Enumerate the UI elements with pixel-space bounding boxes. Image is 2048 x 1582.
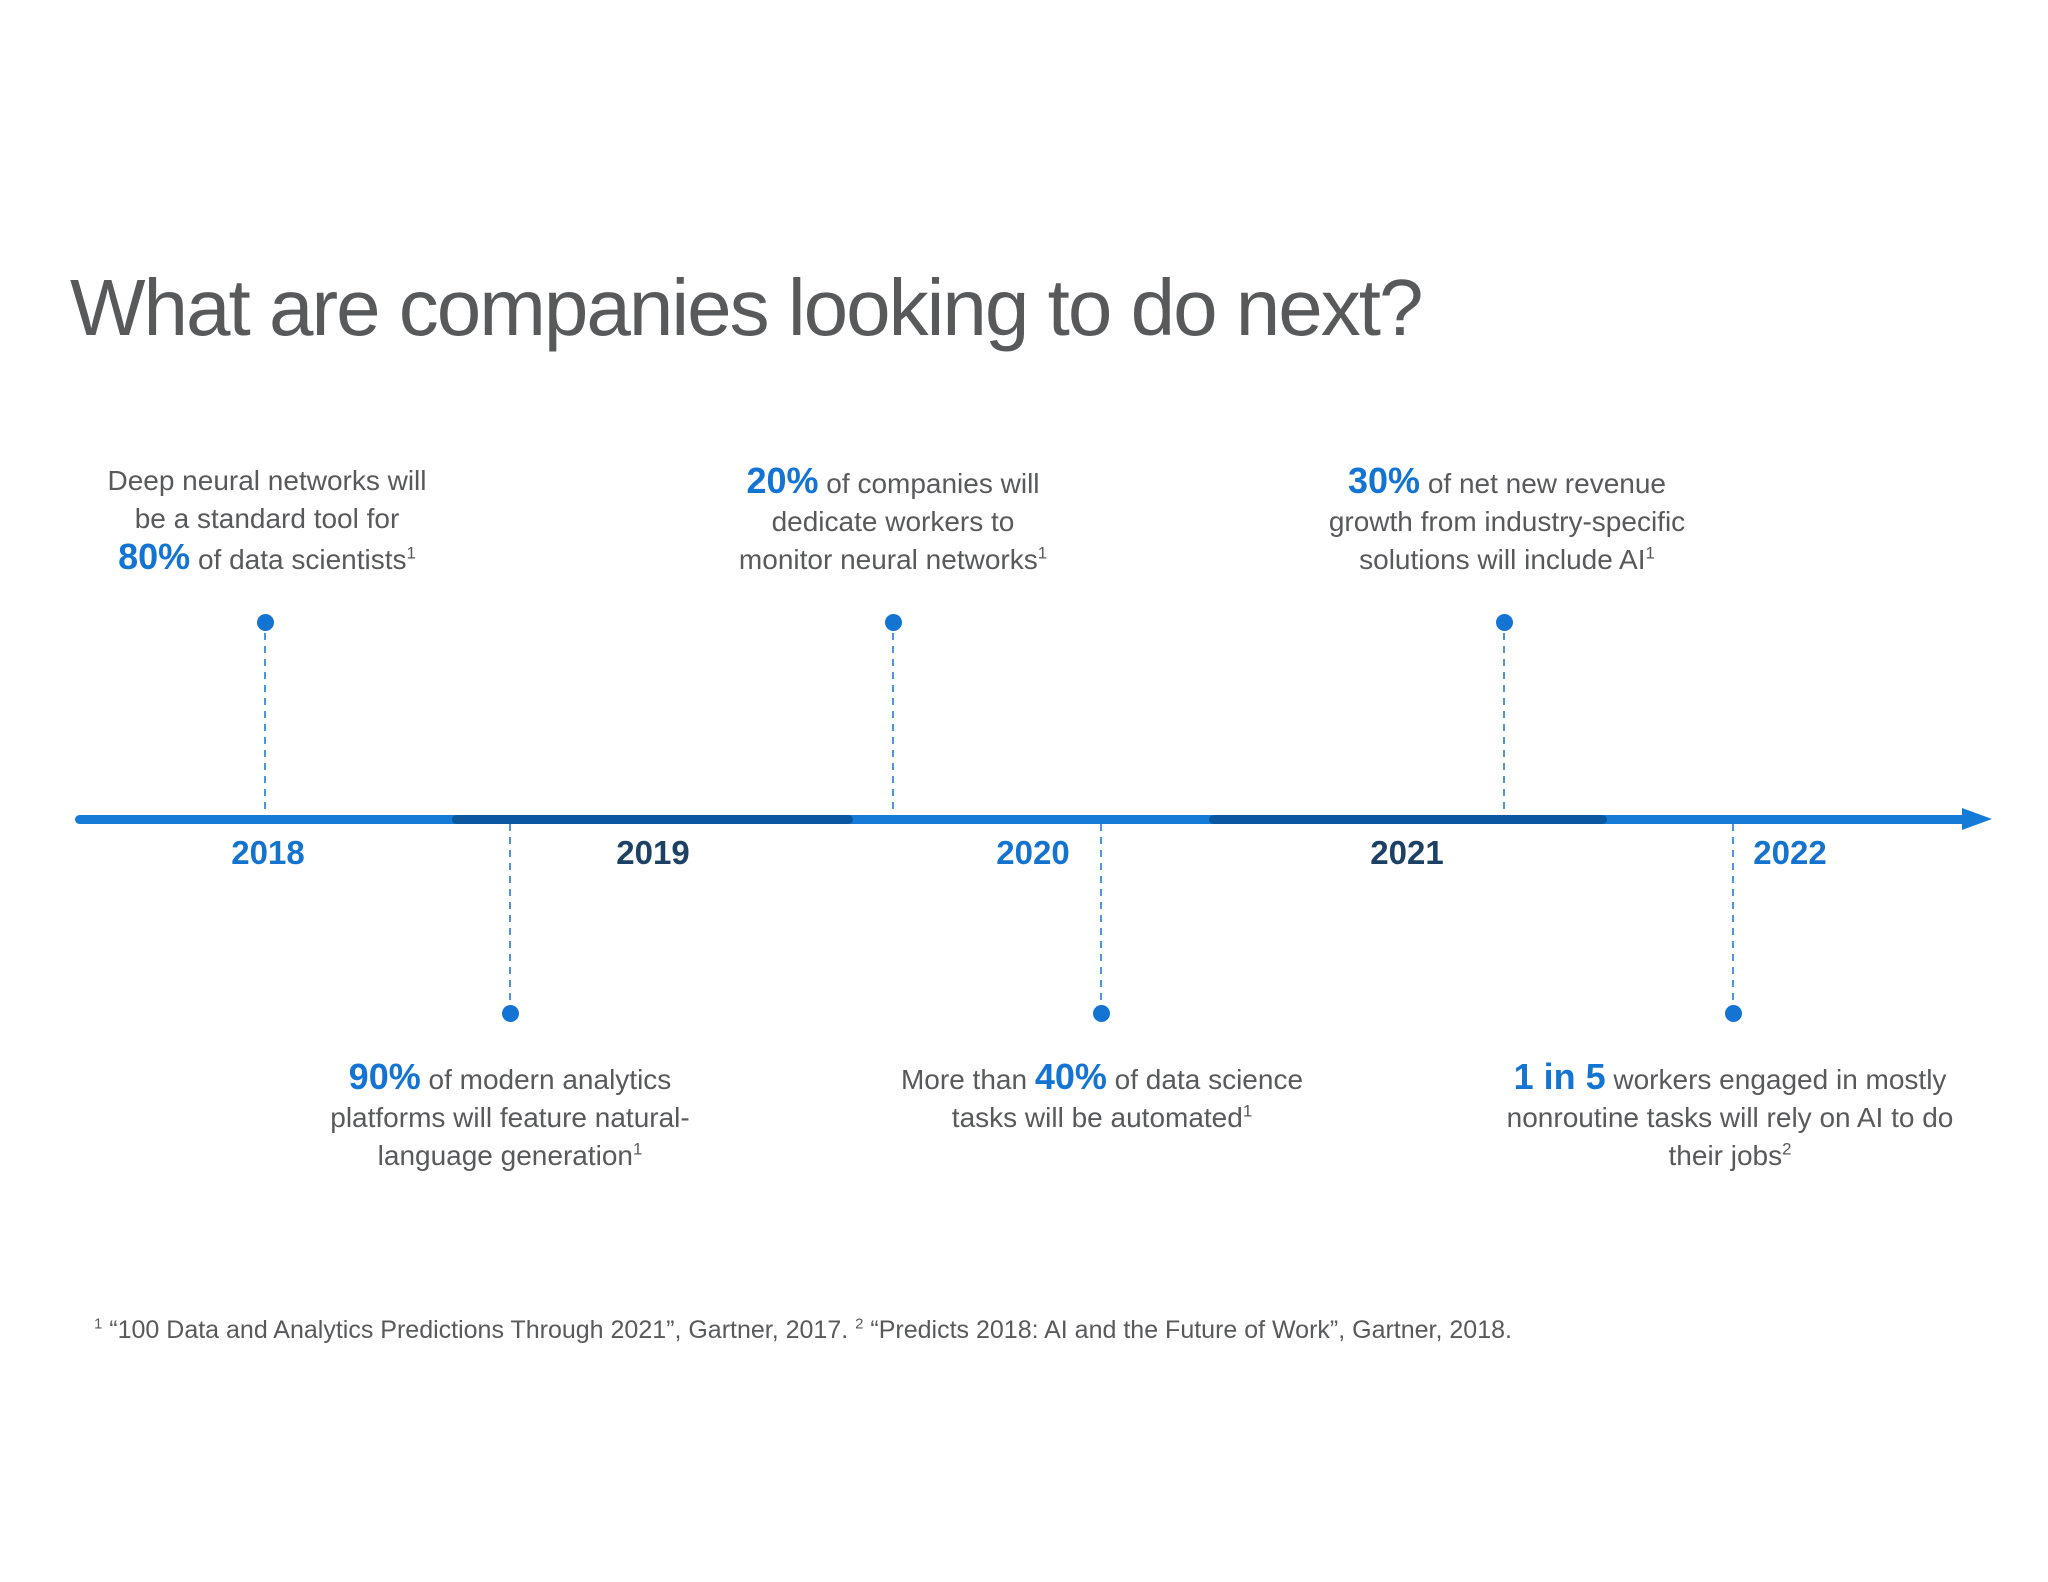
year-label-2020: 2020 (996, 834, 1070, 871)
prediction-analytics-platforms: 90% of modern analytics platforms will f… (330, 1056, 690, 1172)
year-label-2019: 2019 (616, 834, 690, 871)
timeline-dot-2019-bottom (502, 1005, 519, 1022)
timeline-segment-2018 (75, 815, 460, 824)
connector-line-2018 (264, 633, 266, 815)
prediction-tasks-automated: More than 40% of data science tasks will… (900, 1056, 1304, 1134)
connector-line-2021-top (1503, 633, 1505, 815)
year-label-2022: 2022 (1753, 834, 1827, 871)
timeline-dot-2020-bottom (1093, 1005, 1110, 1022)
timeline-arrow-icon (1962, 808, 1992, 830)
timeline-segment-2021 (1209, 815, 1607, 824)
timeline-dot-2020-top (885, 614, 902, 631)
timeline-dot-2022-bottom (1725, 1005, 1742, 1022)
timeline-segment-2022 (1599, 815, 1965, 824)
prediction-net-new-revenue: 30% of net new revenue growth from indus… (1328, 460, 1686, 576)
connector-line-2022-bottom (1732, 824, 1734, 1003)
source-footnote: 1 “100 Data and Analytics Predictions Th… (94, 1315, 1512, 1344)
prediction-deep-neural-networks: Deep neural networks will be a standard … (107, 465, 427, 577)
connector-line-2019-bottom (509, 824, 511, 1003)
prediction-workers-rely-on-ai: 1 in 5 workers engaged in mostly nonrout… (1506, 1056, 1954, 1172)
timeline-segment-2020 (845, 815, 1217, 824)
timeline-dot-2021-top (1496, 614, 1513, 631)
timeline-segment-2019 (452, 815, 853, 824)
year-label-2021: 2021 (1370, 834, 1444, 871)
slide-title: What are companies looking to do next? (70, 263, 1423, 352)
timeline-dot-2018 (257, 614, 274, 631)
connector-line-2020-top (892, 633, 894, 815)
prediction-dedicated-workers: 20% of companies will dedicate workers t… (738, 460, 1048, 576)
year-label-2018: 2018 (231, 834, 305, 871)
connector-line-2020-bottom (1100, 824, 1102, 1003)
